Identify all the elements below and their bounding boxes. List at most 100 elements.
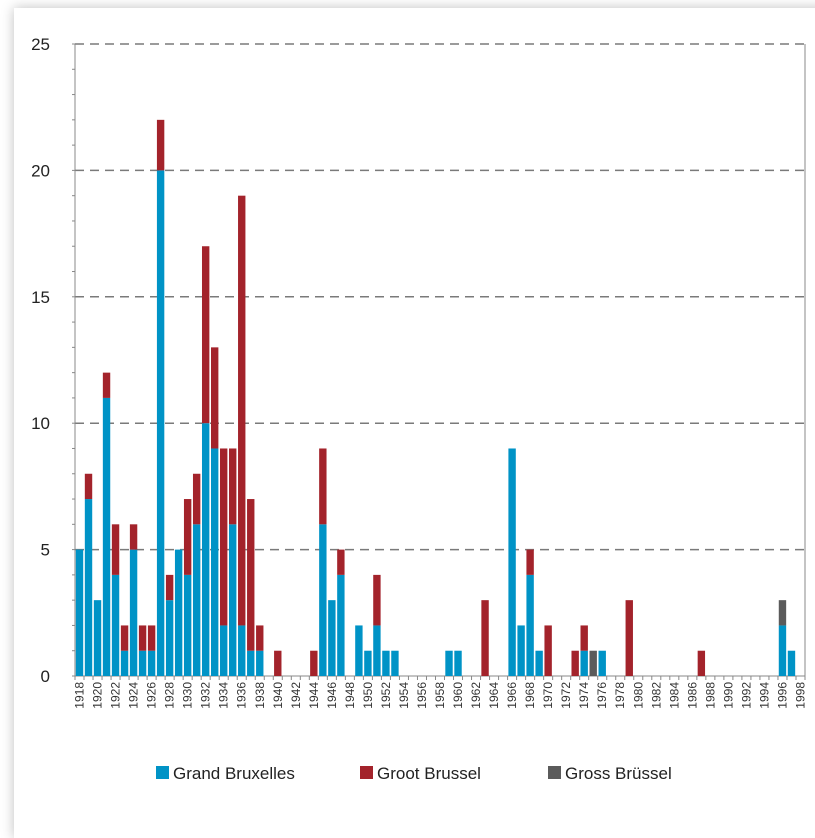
bar-segment: [75, 549, 84, 676]
bar-segment: [192, 473, 201, 525]
y-tick-label: 0: [41, 667, 50, 686]
y-tick-label: 25: [31, 35, 50, 54]
bar-segment: [382, 650, 390, 676]
x-tick-label: 1942: [289, 682, 303, 709]
bar-segment: [319, 524, 327, 676]
bar-segment: [111, 524, 120, 575]
bar-segment: [129, 549, 138, 676]
x-tick-label: 1922: [109, 682, 123, 709]
x-tick-label: 1962: [469, 682, 483, 709]
bar-segment: [598, 650, 606, 676]
bar-segment: [454, 650, 462, 676]
x-tick-label: 1938: [253, 682, 267, 709]
legend: Grand Bruxelles Groot Brussel Gross Brüsse…: [156, 764, 672, 783]
bar-segment: [481, 600, 489, 676]
x-tick-label: 1968: [523, 682, 537, 709]
bar-segment: [355, 625, 363, 676]
bar-segment: [156, 170, 165, 676]
y-tick-label: 10: [31, 414, 50, 433]
legend-swatch: [360, 766, 373, 779]
axes: [72, 43, 806, 680]
bar-segment: [165, 600, 174, 676]
bar-segment: [210, 448, 219, 676]
x-tick-label: 1924: [127, 682, 141, 709]
bar-segment: [517, 625, 525, 676]
bar-segment: [625, 600, 633, 676]
bar-segment: [337, 574, 345, 676]
x-tick-label: 1964: [487, 682, 501, 709]
bar-segment: [238, 625, 246, 676]
bar-segment: [337, 549, 345, 575]
bar-segment: [183, 499, 192, 575]
y-tick-label: 5: [41, 541, 50, 560]
x-tick-label: 1918: [73, 682, 87, 709]
bar-segment: [328, 600, 336, 676]
x-tick-label: 1940: [271, 682, 285, 709]
legend-label: Gross Brüssel: [565, 764, 672, 783]
x-tick-label: 1974: [577, 682, 591, 709]
x-tick-label: 1998: [793, 682, 807, 709]
bar-segment: [787, 650, 796, 676]
x-tick-label: 1990: [721, 682, 735, 709]
bar-segment: [129, 524, 138, 550]
x-tick-label: 1958: [433, 682, 447, 709]
bar-segment: [580, 650, 588, 676]
x-tick-label: 1936: [235, 682, 249, 709]
bar-segment: [220, 448, 228, 626]
bar-segment: [571, 650, 579, 676]
x-tick-label: 1956: [415, 682, 429, 709]
x-tick-label: 1920: [91, 682, 105, 709]
x-tick-label: 1984: [667, 682, 681, 709]
x-tick-label: 1926: [145, 682, 159, 709]
bar-segment: [147, 625, 156, 651]
bar-segment: [526, 549, 534, 575]
bar-segment: [84, 499, 93, 676]
x-tick-label: 1944: [307, 682, 321, 709]
x-tick-label: 1952: [379, 682, 393, 709]
bar-segment: [247, 499, 255, 651]
legend-label: Groot Brussel: [377, 764, 481, 783]
x-tick-label: 1982: [649, 682, 663, 709]
bar-segment: [93, 600, 102, 676]
bar-segment: [156, 119, 165, 171]
bar-segment: [778, 600, 787, 626]
bar-segment: [256, 625, 264, 651]
x-tick-label: 1988: [703, 682, 717, 709]
bar-segment: [589, 650, 597, 676]
x-tick-label: 1934: [217, 682, 231, 709]
bar-segment: [526, 574, 534, 676]
bar-segment: [274, 650, 282, 676]
bar-segment: [238, 195, 246, 626]
x-tick-label: 1992: [739, 682, 753, 709]
x-tick-label: 1928: [163, 682, 177, 709]
x-tick-label: 1986: [685, 682, 699, 709]
bar-segment: [120, 650, 129, 676]
bar-segment: [580, 625, 588, 651]
bars: [75, 119, 796, 676]
bar-segment: [220, 625, 228, 676]
bar-segment: [319, 448, 327, 525]
bar-segment: [210, 347, 219, 449]
bar-segment: [535, 650, 543, 676]
bar-segment: [102, 372, 111, 398]
x-tick-label: 1966: [505, 682, 519, 709]
y-tick-label: 20: [31, 161, 50, 180]
x-tick-label: 1960: [451, 682, 465, 709]
x-tick-label: 1946: [325, 682, 339, 709]
bar-segment: [256, 650, 264, 676]
bar-segment: [138, 625, 147, 651]
legend-label: Grand Bruxelles: [173, 764, 295, 783]
x-tick-label: 1976: [595, 682, 609, 709]
bar-segment: [120, 625, 129, 651]
x-tick-label: 1950: [361, 682, 375, 709]
bar-segment: [84, 473, 93, 500]
bar-segment: [201, 423, 210, 676]
legend-swatch: [548, 766, 561, 779]
bar-segment: [508, 448, 516, 676]
bar-segment: [229, 448, 237, 525]
bar-segment: [229, 524, 237, 676]
x-tick-label: 1980: [631, 682, 645, 709]
bar-segment: [183, 574, 192, 676]
bar-segment: [174, 549, 183, 676]
